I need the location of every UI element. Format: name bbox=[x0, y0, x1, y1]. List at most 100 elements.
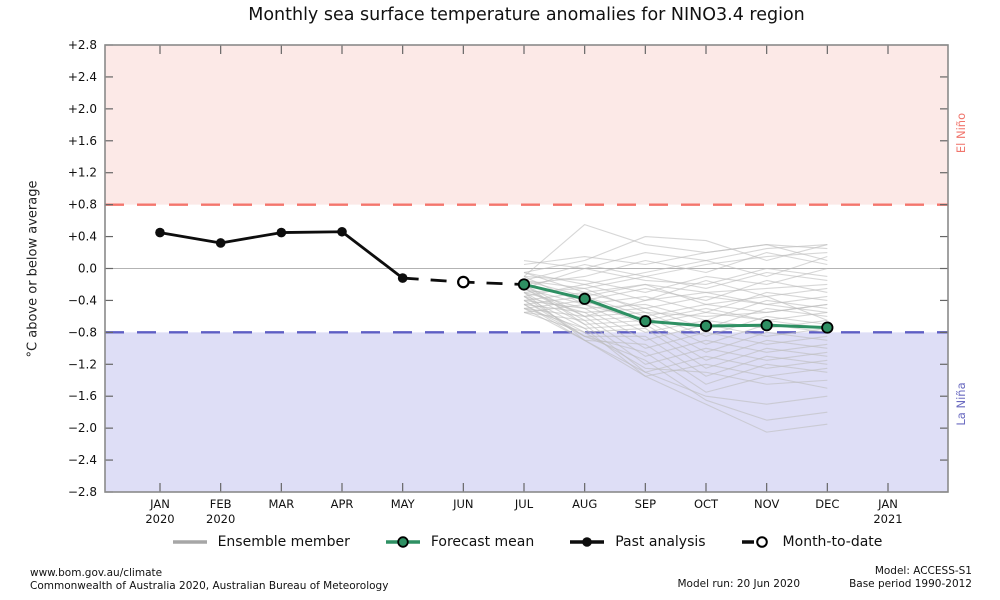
past-analysis-line-icon bbox=[570, 537, 605, 547]
y-tick-label: +0.8 bbox=[68, 198, 97, 212]
forecast-mean-marker bbox=[821, 321, 834, 334]
ensemble-member-line bbox=[523, 299, 828, 341]
plot-area: +2.8 +2.4 +2.0 +1.6 +1.2 +0.8 +0.4 0.0 −0.4 −0.8 −… bbox=[68, 38, 949, 526]
ensemble-member-line bbox=[523, 244, 828, 266]
forecast-mean-marker bbox=[760, 319, 773, 332]
el-nino-label: El Niño bbox=[954, 112, 968, 153]
footer-model: Model: ACCESS-S1 bbox=[874, 565, 972, 577]
ensemble-member-line bbox=[523, 271, 828, 321]
ensemble-member-line bbox=[523, 303, 828, 349]
forecast-mean-marker bbox=[517, 278, 531, 291]
forecast-mean-marker bbox=[578, 292, 591, 305]
month-tick-label: MAY bbox=[391, 497, 416, 511]
ensemble-member-line bbox=[523, 291, 828, 309]
threshold-bands bbox=[105, 45, 948, 492]
y-tick-label: +0.4 bbox=[68, 230, 97, 244]
ensemble-member-line bbox=[523, 279, 828, 301]
ensemble-member-line bbox=[523, 299, 828, 369]
month-tick-label: JAN bbox=[877, 497, 898, 511]
footer-right: Model: ACCESS-S1 Base period 1990-2012 bbox=[849, 565, 972, 591]
y-tick-label: 0.0 bbox=[78, 262, 97, 276]
ensemble-member-line bbox=[523, 236, 828, 274]
month-tick-label: AUG bbox=[572, 497, 597, 511]
ensemble-member-line bbox=[523, 303, 828, 377]
y-tick-label: −2.4 bbox=[68, 453, 97, 467]
legend-item-month-to-date: Month-to-date bbox=[740, 534, 883, 550]
legend-label-past-analysis: Past analysis bbox=[615, 534, 706, 550]
legend: Ensemble member Forecast mean Past analy… bbox=[105, 534, 948, 550]
past-analysis-marker bbox=[397, 273, 408, 283]
legend-label-ensemble: Ensemble member bbox=[217, 534, 350, 550]
year-tick-label: 2020 bbox=[145, 512, 174, 526]
forecast-mean-series bbox=[517, 278, 834, 334]
y-tick-label: −2.8 bbox=[68, 485, 97, 499]
ensemble-member-line bbox=[523, 287, 828, 317]
ensemble-member-line bbox=[523, 295, 828, 393]
past-analysis-marker bbox=[215, 238, 226, 248]
forecast-mean-line-icon bbox=[385, 536, 420, 548]
la-nina-label: La Niña bbox=[954, 382, 968, 426]
y-tick-label: +1.2 bbox=[68, 166, 97, 180]
month-tick-label: APR bbox=[331, 497, 354, 511]
month-tick-label: MAR bbox=[268, 497, 294, 511]
legend-item-past-analysis: Past analysis bbox=[568, 534, 706, 550]
y-tick-label: −2.0 bbox=[68, 421, 97, 435]
y-tick-label: +2.0 bbox=[68, 102, 97, 116]
axis-tick-labels: +2.8 +2.4 +2.0 +1.6 +1.2 +0.8 +0.4 0.0 −0.4 −0.8 −… bbox=[68, 38, 903, 526]
y-tick-label: +2.8 bbox=[68, 38, 97, 52]
ensemble-member-line bbox=[523, 275, 828, 329]
month-to-date-line-icon bbox=[741, 536, 768, 548]
past-analysis-series bbox=[155, 226, 408, 283]
past-analysis-marker bbox=[337, 226, 347, 237]
ensemble-member-line bbox=[523, 303, 828, 405]
ensemble-member-line bbox=[523, 295, 828, 361]
ensemble-lines bbox=[523, 224, 828, 433]
ensemble-member-line bbox=[523, 224, 828, 277]
y-tick-label: +1.6 bbox=[68, 134, 97, 148]
y-tick-label: −1.2 bbox=[68, 357, 97, 371]
month-to-date-marker bbox=[457, 275, 470, 289]
legend-item-forecast-mean: Forecast mean bbox=[384, 534, 534, 550]
month-tick-label: DEC bbox=[815, 497, 839, 511]
year-tick-label: 2021 bbox=[873, 512, 902, 526]
y-tick-label: −0.8 bbox=[68, 325, 97, 339]
month-tick-label: SEP bbox=[635, 497, 657, 511]
past-analysis-marker bbox=[276, 227, 287, 238]
past-analysis-marker bbox=[155, 227, 165, 238]
forecast-mean-marker bbox=[639, 315, 652, 328]
chart-title: Monthly sea surface temperature anomalie… bbox=[248, 5, 805, 25]
footer-model-run: Model run: 20 Jun 2020 bbox=[677, 578, 800, 590]
plot-border bbox=[104, 44, 949, 493]
year-tick-label: 2020 bbox=[206, 512, 235, 526]
forecast-mean-line bbox=[523, 283, 828, 330]
ensemble-member-line bbox=[523, 256, 828, 286]
y-tick-label: +2.4 bbox=[68, 70, 97, 84]
forecast-mean-marker bbox=[699, 319, 713, 333]
legend-label-month-to-date: Month-to-date bbox=[782, 534, 883, 550]
ensemble-member-line bbox=[523, 311, 828, 385]
y-tick-label: −0.4 bbox=[68, 293, 97, 307]
ensemble-member-line bbox=[523, 271, 828, 293]
footer-left: www.bom.gov.au/climate Commonwealth of A… bbox=[30, 567, 388, 593]
footer-base-period: Base period 1990-2012 bbox=[849, 578, 972, 590]
month-tick-label: JUL bbox=[514, 497, 534, 511]
month-tick-label: FEB bbox=[210, 497, 232, 511]
ensemble-member-line bbox=[523, 251, 828, 282]
ensemble-member-line bbox=[523, 295, 828, 329]
ensemble-member-line bbox=[523, 307, 828, 433]
month-tick-label: NOV bbox=[754, 497, 779, 511]
ensemble-line-icon bbox=[172, 540, 207, 544]
month-tick-label: JUN bbox=[452, 497, 473, 511]
footer-url: www.bom.gov.au/climate bbox=[30, 567, 163, 579]
el-nino-band bbox=[105, 45, 948, 205]
ensemble-member-line bbox=[523, 267, 828, 293]
ensemble-member-line bbox=[523, 299, 828, 421]
footer-copyright: Commonwealth of Australia 2020, Australi… bbox=[30, 580, 389, 592]
legend-label-forecast-mean: Forecast mean bbox=[430, 534, 535, 550]
month-tick-label: OCT bbox=[694, 497, 719, 511]
ensemble-member-line bbox=[523, 292, 828, 385]
y-tick-label: −1.6 bbox=[68, 389, 97, 403]
past-analysis-line bbox=[159, 230, 404, 280]
month-tick-label: JAN bbox=[149, 497, 170, 511]
